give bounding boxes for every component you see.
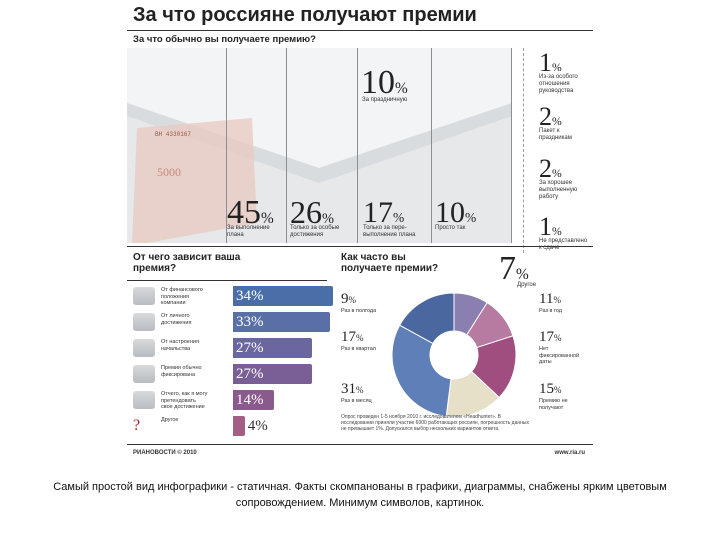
pie-value-label: 15% bbox=[539, 381, 562, 397]
question-subtitle: За что обычно вы получаете премию? bbox=[133, 34, 316, 45]
column-divider bbox=[511, 48, 512, 243]
label-minor-0: Из-за особого отношения руководства bbox=[539, 74, 578, 94]
pie-value-label: 11% bbox=[539, 291, 561, 307]
bar bbox=[233, 416, 245, 436]
envelope-illustration: ВН 4330167 5000 bbox=[127, 48, 512, 243]
pie-value-label: 9% bbox=[341, 291, 356, 307]
label-item-3: Просто так bbox=[435, 225, 466, 231]
bar-value-label: 4% bbox=[247, 418, 268, 434]
donut-slice bbox=[398, 292, 455, 345]
pct-minor-3: 1% bbox=[539, 212, 562, 241]
pct-item-0: 45% bbox=[227, 194, 274, 231]
pct-minor-0: 1% bbox=[539, 48, 562, 77]
bar-row-icon bbox=[133, 287, 155, 305]
bar-row-icon bbox=[133, 313, 155, 331]
bar-value-label: 27% bbox=[236, 340, 264, 356]
slide-caption: Самый простой вид инфографики - статична… bbox=[53, 481, 667, 509]
label-item-1: Только за особые достижения bbox=[290, 225, 340, 238]
pie-category-label: Раз в квартал bbox=[341, 346, 376, 352]
pie-category-label: Раз в год bbox=[539, 308, 563, 314]
bar-value-label: 33% bbox=[236, 314, 264, 330]
bars-area: От финансового положения компании 34% От л… bbox=[127, 286, 337, 446]
donut-slice bbox=[391, 324, 452, 418]
pie-value-label: 17% bbox=[539, 329, 562, 345]
column-divider bbox=[286, 48, 287, 243]
label-minor-3: Не представлено к сдаче bbox=[539, 238, 588, 251]
bar-row-icon: ? bbox=[133, 417, 141, 434]
survey-note: Опрос проведен 1-5 ноября 2010 г. исслед… bbox=[341, 414, 529, 432]
donut-chart bbox=[391, 292, 517, 418]
minor-column-guide bbox=[523, 48, 524, 253]
bar-category-label: Премия обычно фиксирована bbox=[161, 365, 202, 378]
pct-item-2: 17% bbox=[363, 196, 405, 229]
label-item-2: Только за пере-выполнение плана bbox=[363, 225, 416, 238]
bar-value-label: 27% bbox=[236, 366, 264, 382]
bar-category-label: От настроения начальства bbox=[161, 339, 199, 352]
svg-text:ВН 4330167: ВН 4330167 bbox=[155, 131, 191, 138]
title-rule bbox=[127, 30, 593, 31]
bar-row-icon bbox=[133, 365, 155, 383]
column-divider bbox=[357, 48, 358, 243]
pie-category-label: Премию не получают bbox=[539, 398, 568, 411]
bar-category-label: От личного достижения bbox=[161, 313, 192, 326]
bar-category-label: Отчего, как я могу претендовать свое дос… bbox=[161, 391, 208, 410]
bar-row-icon bbox=[133, 391, 155, 409]
bar-category-label: Другое bbox=[161, 417, 179, 423]
pct-other: 7% bbox=[499, 250, 529, 287]
column-divider bbox=[226, 48, 227, 243]
pct-top-10: 10% bbox=[361, 64, 408, 101]
column-divider bbox=[431, 48, 432, 243]
section-rule bbox=[127, 246, 593, 247]
bar-row-icon bbox=[133, 339, 155, 357]
bars-section-title: От чего зависит ваша премия? bbox=[133, 252, 241, 274]
pct-item-1: 26% bbox=[290, 194, 334, 230]
pie-value-label: 31% bbox=[341, 381, 364, 397]
bar bbox=[233, 390, 275, 410]
bar bbox=[233, 286, 333, 306]
label-other: Другое bbox=[517, 282, 537, 288]
bar-category-label: От финансового положения компании bbox=[161, 287, 203, 306]
source-url: www.ria.ru bbox=[554, 450, 585, 456]
pct-minor-2: 2% bbox=[539, 154, 562, 183]
minor-answers-column: 1% Из-за особого отношения руководства 2… bbox=[515, 48, 593, 258]
footer-rule bbox=[127, 444, 593, 445]
label-minor-2: За хорошее выполненную работу bbox=[539, 180, 578, 200]
bars-title-rule bbox=[127, 280, 327, 281]
ria-logo: РИАНОВОСТИ © 2010 bbox=[133, 450, 197, 456]
pie-category-label: Раз в месяц bbox=[341, 398, 372, 404]
bar-value-label: 14% bbox=[236, 392, 264, 408]
label-top-10: За праздничную bbox=[362, 97, 408, 103]
label-item-0: За выполнение плана bbox=[227, 225, 270, 238]
bar-value-label: 34% bbox=[236, 288, 264, 304]
pie-value-label: 17% bbox=[341, 329, 364, 345]
label-minor-1: Пакет к праздникам bbox=[539, 128, 572, 141]
infographic-sheet: За что россияне получают премии За что о… bbox=[127, 0, 593, 466]
bar bbox=[233, 312, 331, 332]
svg-text:5000: 5000 bbox=[157, 165, 181, 179]
bar bbox=[233, 338, 313, 358]
envelope-panel: ВН 4330167 5000 10% За праздничную 45% З… bbox=[127, 48, 512, 243]
infographic-title: За что россияне получают премии bbox=[133, 4, 477, 26]
pie-section-title: Как часто вы получаете премии? bbox=[341, 252, 439, 274]
pct-minor-1: 2% bbox=[539, 102, 562, 131]
bar bbox=[233, 364, 313, 384]
pct-item-3: 10% bbox=[435, 196, 477, 229]
pie-category-label: Нет фиксированной даты bbox=[539, 346, 580, 365]
pie-category-label: Раз в полгода bbox=[341, 308, 377, 314]
